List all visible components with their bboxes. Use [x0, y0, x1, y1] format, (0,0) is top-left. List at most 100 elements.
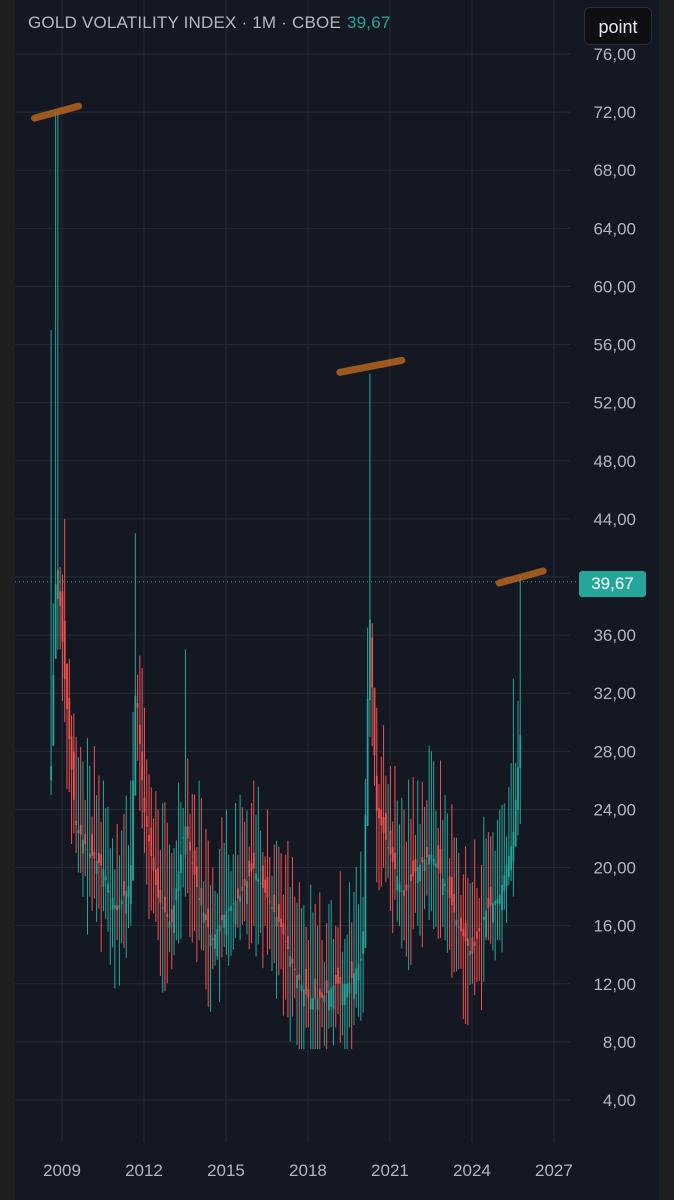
candle-body	[384, 813, 387, 840]
candle-body	[252, 852, 255, 869]
candle-body	[97, 852, 100, 864]
candle-body	[113, 905, 116, 909]
candle-body	[125, 890, 128, 914]
candle-body	[302, 989, 305, 1007]
candle-body	[79, 824, 82, 835]
candle-body	[72, 751, 75, 800]
candle-body	[150, 827, 153, 856]
candle-body	[298, 974, 301, 980]
candle-body	[186, 826, 189, 839]
y-tick-label: 64,00	[593, 219, 636, 238]
candle-body	[259, 883, 262, 885]
candle-body	[439, 848, 442, 874]
candle-body	[462, 928, 465, 937]
candle-body	[334, 974, 337, 984]
candle-body	[412, 860, 415, 877]
candle-body	[100, 854, 103, 866]
candle-body	[75, 820, 78, 825]
candle-body	[410, 874, 412, 882]
y-tick-label: 8,00	[603, 1033, 636, 1052]
candle-body	[291, 958, 294, 964]
y-tick-label: 68,00	[593, 161, 636, 180]
candles	[50, 112, 522, 1050]
candle-body	[364, 815, 367, 949]
candle-body	[280, 918, 282, 928]
candle-body	[489, 886, 492, 906]
candle-body	[61, 591, 64, 643]
candle-body	[405, 884, 408, 891]
candle-body	[86, 849, 89, 851]
candle-body	[469, 950, 472, 955]
x-tick-label: 2012	[125, 1161, 163, 1180]
candle-body	[220, 914, 223, 920]
point-button[interactable]: point	[584, 7, 652, 45]
candle-body	[339, 977, 342, 984]
candle-body	[123, 881, 125, 896]
candle-body	[88, 853, 91, 858]
candle-body	[120, 900, 123, 905]
candle-body	[227, 908, 230, 911]
candle-body	[214, 934, 216, 949]
candle-body	[182, 837, 185, 839]
x-tick-label: 2015	[207, 1161, 245, 1180]
candle-body	[54, 584, 57, 659]
candle-body	[289, 956, 292, 967]
symbol-title: GOLD VOLATILITY INDEX · 1M · CBOE	[28, 13, 341, 32]
candle-body	[316, 998, 319, 1010]
candle-body	[152, 857, 155, 871]
candle-body	[230, 905, 232, 911]
candle-body	[416, 867, 419, 884]
candle-body	[255, 873, 257, 881]
candle-body	[138, 724, 141, 745]
candle-body	[332, 985, 335, 1010]
highlight-marks	[31, 102, 547, 587]
candle-body	[207, 908, 210, 928]
candle-body	[487, 898, 490, 909]
candle-body	[341, 983, 344, 1006]
candle-body	[307, 989, 310, 999]
candle-body	[118, 905, 121, 909]
candle-body	[166, 913, 169, 917]
candle-body	[312, 998, 314, 1010]
y-tick-label: 32,00	[593, 684, 636, 703]
candle-body	[170, 909, 173, 923]
candle-body	[243, 879, 246, 886]
candle-body	[380, 809, 383, 826]
candle-body	[391, 847, 394, 862]
candle-body	[264, 879, 267, 893]
candle-body	[350, 961, 353, 978]
candle-body	[305, 968, 308, 995]
candle-body	[77, 829, 80, 834]
candle-body	[91, 833, 93, 856]
candle-body	[234, 900, 237, 925]
candle-body	[273, 894, 276, 913]
candle-body	[435, 863, 437, 868]
candle-body	[419, 864, 421, 882]
candle-body	[179, 854, 182, 874]
y-tick-label: 36,00	[593, 626, 636, 645]
x-tick-label: 2018	[289, 1161, 327, 1180]
y-tick-label: 60,00	[593, 277, 636, 296]
candle-body	[175, 888, 178, 901]
candle-body	[211, 938, 214, 940]
candle-body	[373, 687, 376, 756]
highlight-stroke	[495, 567, 547, 587]
candle-body	[202, 912, 205, 923]
candle-body	[141, 751, 144, 781]
candle-body	[282, 923, 285, 935]
candle-body	[485, 910, 487, 937]
candle-body	[250, 863, 253, 872]
candle-body	[271, 907, 273, 909]
candle-body	[451, 876, 453, 906]
candle-body	[195, 866, 198, 887]
candle-body	[209, 934, 212, 947]
last-price-label: 39,67	[346, 13, 391, 32]
candle-body	[517, 767, 519, 810]
y-tick-label: 28,00	[593, 742, 636, 761]
candle-body	[446, 890, 449, 892]
candle-body	[132, 780, 134, 881]
candle-body	[323, 995, 326, 1003]
candle-body	[59, 591, 62, 607]
candle-body	[136, 703, 139, 708]
